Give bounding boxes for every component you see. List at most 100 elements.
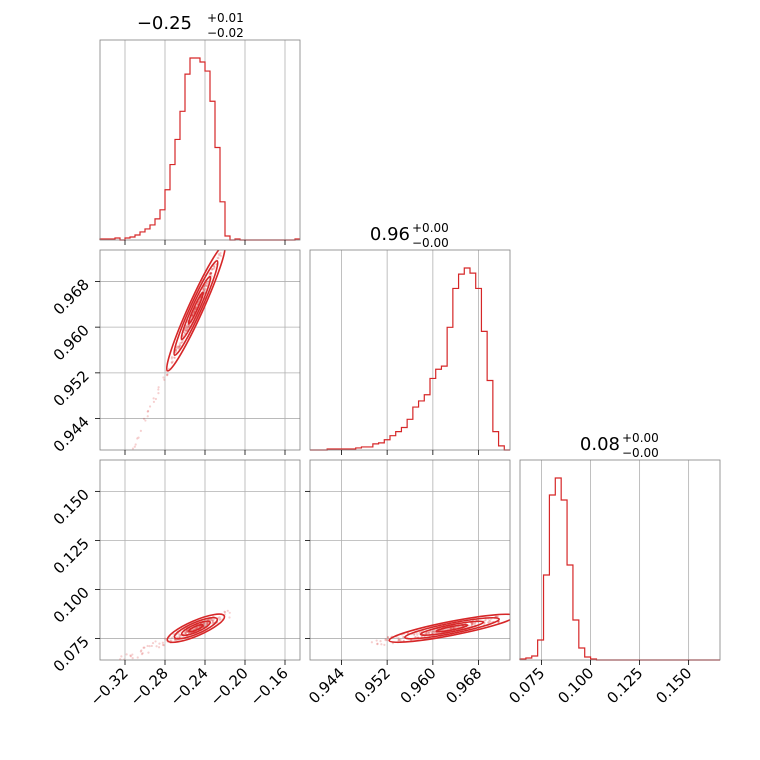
sample-point xyxy=(489,621,492,624)
sample-point xyxy=(471,623,474,626)
sample-point xyxy=(142,417,146,420)
sample-point xyxy=(209,272,213,275)
sample-point xyxy=(143,646,146,649)
sample-point xyxy=(209,272,212,275)
sample-point xyxy=(202,287,205,290)
sample-point xyxy=(186,325,189,328)
sample-point xyxy=(234,225,236,227)
sample-point xyxy=(152,397,155,400)
sample-point xyxy=(147,409,150,413)
sample-point xyxy=(413,633,416,636)
sample-point xyxy=(179,341,183,344)
y-tick-label: 0.075 xyxy=(50,633,93,676)
sample-point xyxy=(202,287,205,291)
sample-point xyxy=(204,284,207,287)
sample-point xyxy=(129,655,133,658)
sample-point xyxy=(178,635,181,638)
joint-density xyxy=(113,225,236,494)
sample-point xyxy=(205,622,208,625)
sample-point xyxy=(147,651,150,654)
joint-panel-0-2 xyxy=(99,459,301,661)
sample-point xyxy=(223,244,225,246)
sample-point xyxy=(157,386,160,389)
sample-point xyxy=(152,400,156,403)
sample-point xyxy=(212,618,215,621)
sample-point xyxy=(386,639,389,642)
x-tick-label: −0.28 xyxy=(127,664,172,709)
y-tick-label: 0.125 xyxy=(50,534,93,577)
sample-point xyxy=(183,332,187,335)
sample-point xyxy=(157,392,160,395)
sample-point xyxy=(173,356,176,359)
sample-point xyxy=(170,361,173,364)
sample-point xyxy=(162,644,165,647)
sample-point xyxy=(158,642,161,645)
sample-point xyxy=(177,345,181,349)
sample-point xyxy=(171,360,174,363)
sample-point xyxy=(224,241,226,243)
sample-point xyxy=(210,267,213,271)
sample-point xyxy=(223,245,225,247)
sample-point xyxy=(175,346,178,349)
sample-point xyxy=(173,638,176,641)
sample-point xyxy=(178,342,181,345)
sample-point xyxy=(433,629,436,632)
sample-point xyxy=(150,644,153,648)
sample-point xyxy=(483,619,486,622)
sample-point xyxy=(414,635,417,639)
sample-point xyxy=(203,289,206,292)
sample-point xyxy=(218,616,221,619)
sample-point xyxy=(228,616,231,619)
sample-point xyxy=(211,619,214,622)
sample-point xyxy=(173,356,176,359)
sample-point xyxy=(163,378,166,381)
sample-point xyxy=(209,618,212,621)
sample-point xyxy=(213,267,216,270)
contour-level xyxy=(166,613,226,644)
sample-point xyxy=(219,251,222,255)
sample-point xyxy=(169,639,172,642)
sample-point xyxy=(470,623,474,626)
x-tick-label: 0.944 xyxy=(305,664,348,707)
sample-point xyxy=(178,346,181,350)
sample-point xyxy=(181,340,184,343)
sample-point xyxy=(187,324,190,327)
sample-point xyxy=(170,639,173,642)
sample-point xyxy=(163,637,167,640)
sample-point xyxy=(402,635,405,639)
sample-point xyxy=(195,306,198,309)
sample-point xyxy=(187,325,190,328)
x-tick-label: −0.16 xyxy=(247,664,292,709)
joint-panel-1-2 xyxy=(309,459,511,661)
sample-point xyxy=(131,653,134,656)
y-tick-label: 0.960 xyxy=(50,321,93,364)
sample-point xyxy=(121,471,123,473)
sample-point xyxy=(213,265,216,269)
sample-point xyxy=(231,229,233,231)
sample-point xyxy=(113,492,115,494)
sample-point xyxy=(178,633,181,636)
sample-point xyxy=(202,287,205,290)
sample-point xyxy=(188,323,191,327)
sample-point xyxy=(397,639,400,642)
title-param-0-plus: +0.01 xyxy=(207,11,244,25)
sample-point xyxy=(141,652,144,655)
sample-point xyxy=(211,267,215,271)
sample-point xyxy=(376,642,379,646)
sample-point xyxy=(180,341,183,344)
sample-point xyxy=(427,631,430,635)
hist-panel-1 xyxy=(309,249,511,451)
sample-point xyxy=(182,335,185,338)
histogram-series-0 xyxy=(99,57,300,241)
sample-point xyxy=(175,639,178,642)
sample-point xyxy=(215,262,218,266)
sample-point xyxy=(211,622,214,625)
sample-point xyxy=(431,630,434,633)
sample-point xyxy=(137,436,140,439)
panel-frame xyxy=(309,249,511,451)
sample-point xyxy=(219,254,223,257)
sample-point xyxy=(184,329,187,332)
sample-point xyxy=(139,429,142,432)
panel-frame xyxy=(99,459,301,661)
sample-point xyxy=(157,646,161,649)
